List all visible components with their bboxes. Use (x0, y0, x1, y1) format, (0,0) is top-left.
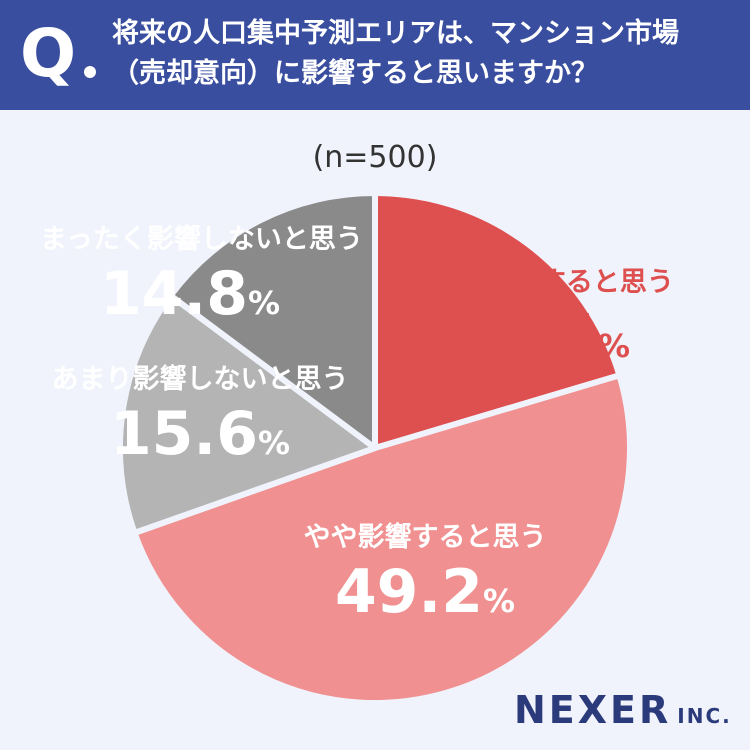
slice-label-3: あまり影響しないと思う 15.6% (50, 362, 350, 479)
slice-label-4: まったく影響しないと思う 14.8% (40, 222, 363, 339)
pie-slice-3 (117, 292, 378, 536)
question-mark-q: Q (20, 15, 77, 92)
question-mark-dot (84, 66, 96, 78)
slice-percentage: 49.2% (275, 556, 575, 637)
slice-unit: % (257, 424, 291, 462)
slice-value: 14.8 (99, 259, 248, 329)
question-line-2: （売却意向）に影響すると思いますか？ (112, 58, 598, 89)
slice-percentage: 14.8% (40, 258, 340, 339)
slice-category: あまり影響しないと思う (51, 364, 349, 395)
slice-category: やや影響すると思う (303, 522, 547, 553)
slice-percentage: 15.6% (50, 398, 350, 479)
question-header: Q 将来の人口集中予測エリアは、マンション市場 （売却意向）に影響すると思います… (0, 0, 750, 110)
slice-category: まったく影響しないと思う (40, 224, 363, 255)
pie-slice-2 (131, 372, 633, 707)
logo-sub: INC. (677, 704, 732, 728)
slice-label-1: とても影響すると思う 20.4% (390, 265, 690, 382)
slice-value: 15.6 (109, 399, 258, 469)
slice-percentage: 20.4% (390, 301, 690, 382)
slice-value: 49.2 (334, 557, 483, 627)
slice-value: 20.4 (449, 302, 598, 372)
sample-size: (n=500) (312, 140, 438, 175)
slice-unit: % (482, 582, 516, 620)
pie-slice-4 (167, 190, 378, 451)
slice-unit: % (597, 327, 631, 365)
slice-label-2: やや影響すると思う 49.2% (275, 520, 575, 637)
question-text: 将来の人口集中予測エリアは、マンション市場 （売却意向）に影響すると思いますか？ (112, 14, 732, 94)
slice-unit: % (247, 284, 281, 322)
question-line-1: 将来の人口集中予測エリアは、マンション市場 (112, 18, 679, 49)
slice-category: とても影響すると思う (406, 267, 674, 298)
pie-slice-1 (372, 190, 623, 451)
nexer-logo: NEXER INC. (514, 688, 732, 732)
logo-main: NEXER (514, 688, 672, 732)
